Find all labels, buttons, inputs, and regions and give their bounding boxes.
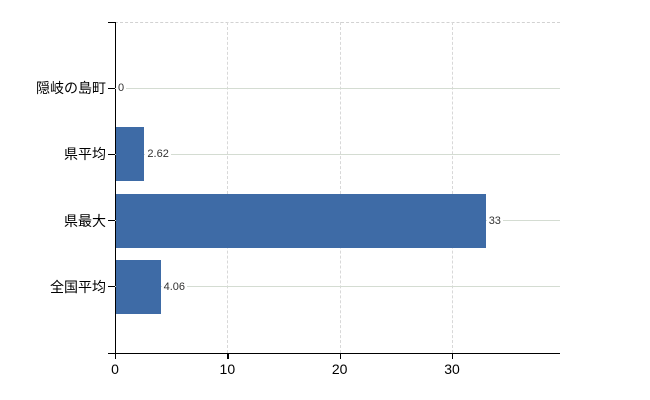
value-label: 4.06 [161,279,188,294]
row-gridline [115,286,560,288]
x-axis-tick [339,353,341,359]
y-axis-line [115,22,117,353]
category-tick [108,286,115,288]
x-gridline [227,22,229,353]
x-axis-tick [115,353,117,359]
x-gridline [339,22,341,353]
x-tick-label: 0 [111,361,119,377]
bar [116,127,145,182]
category-tick [108,87,115,89]
category-label: 県平均 [64,146,106,163]
x-axis-tick [227,353,229,359]
x-tick-label: 10 [219,361,236,377]
row-gridline [115,153,560,155]
x-tick-label: 30 [444,361,460,377]
x-gridline [452,22,453,353]
value-label: 2.62 [145,147,171,162]
plot-top-border [115,22,560,23]
category-label: 県最大 [64,212,106,229]
x-tick-label: 20 [331,361,348,377]
category-tick [108,220,115,222]
row-gridline [115,87,560,89]
value-label: 0 [116,81,127,96]
bar [116,193,486,248]
category-label: 隠岐の島町 [36,80,106,97]
bar [116,259,161,314]
category-label: 全国平均 [50,278,106,295]
y-axis-top-tick [108,22,115,24]
x-axis-tick [452,353,454,359]
x-axis-line [108,353,560,355]
category-tick [108,153,115,156]
value-label: 33 [486,213,503,228]
